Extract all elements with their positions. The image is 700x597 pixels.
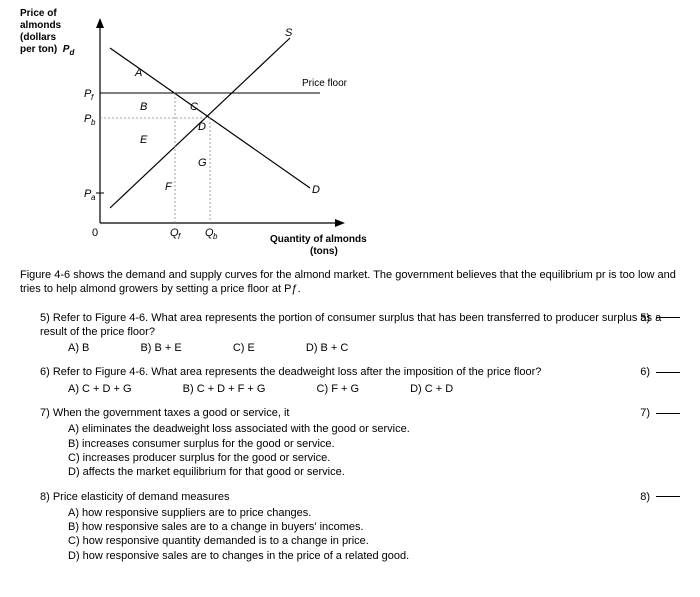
q5-options: A) B B) B + E C) E D) B + C <box>68 341 680 355</box>
q7-options: A) eliminates the deadweight loss associ… <box>68 422 680 479</box>
question-6: 6) 6) Refer to Figure 4-6. What area rep… <box>40 365 680 396</box>
q8-opt-b[interactable]: B) how responsive sales are to a change … <box>68 520 680 534</box>
svg-text:D: D <box>198 121 206 133</box>
q6-right-num: 6) <box>640 365 680 379</box>
svg-text:A: A <box>134 67 142 79</box>
svg-text:f: f <box>178 232 181 241</box>
q8-opt-d[interactable]: D) how responsive sales are to changes i… <box>68 549 680 563</box>
q7-opt-b[interactable]: B) increases consumer surplus for the go… <box>68 437 680 451</box>
q6-opt-b[interactable]: B) C + D + F + G <box>183 382 266 396</box>
supply-demand-chart: S D Price floor A B C D E F G Pf Pb Pa 0… <box>80 18 370 248</box>
svg-text:C: C <box>190 101 198 113</box>
q8-opt-c[interactable]: C) how responsive quantity demanded is t… <box>68 534 680 548</box>
q8-right-num: 8) <box>640 490 680 504</box>
svg-text:b: b <box>213 232 218 241</box>
q7-opt-a[interactable]: A) eliminates the deadweight loss associ… <box>68 422 680 436</box>
y-axis-text: Price ofalmonds(dollarsper ton) <box>20 8 61 55</box>
q6-opt-d[interactable]: D) C + D <box>410 382 453 396</box>
curve-s-label: S <box>285 27 293 39</box>
q5-opt-a[interactable]: A) B <box>68 341 89 355</box>
q6-opt-a[interactable]: A) C + D + G <box>68 382 132 396</box>
q5-opt-b[interactable]: B) B + E <box>140 341 181 355</box>
q8-options: A) how responsive suppliers are to price… <box>68 506 680 563</box>
q8-opt-a[interactable]: A) how responsive suppliers are to price… <box>68 506 680 520</box>
svg-text:f: f <box>91 93 94 102</box>
q6-opt-c[interactable]: C) F + G <box>317 382 359 396</box>
figure-4-6: Price ofalmonds(dollarsper ton) Pd S D P… <box>20 8 380 258</box>
question-5: 5) 5) Refer to Figure 4-6. What area rep… <box>40 311 680 356</box>
svg-text:B: B <box>140 101 147 113</box>
question-7: 7) 7) When the government taxes a good o… <box>40 406 680 479</box>
svg-text:E: E <box>140 134 148 146</box>
price-floor-label: Price floor <box>302 78 348 89</box>
question-8: 8) 8) Price elasticity of demand measure… <box>40 490 680 563</box>
y-axis-label: Price ofalmonds(dollarsper ton) Pd <box>20 8 74 58</box>
q7-opt-d[interactable]: D) affects the market equilibrium for th… <box>68 465 680 479</box>
svg-text:F: F <box>165 181 173 193</box>
svg-text:G: G <box>198 157 207 169</box>
figure-caption: Figure 4-6 shows the demand and supply c… <box>20 268 680 297</box>
q5-opt-c[interactable]: C) E <box>233 341 255 355</box>
svg-text:b: b <box>91 118 96 127</box>
q7-right-num: 7) <box>640 406 680 420</box>
x-axis-label: Quantity of almonds (tons) <box>270 234 367 258</box>
q5-opt-d[interactable]: D) B + C <box>306 341 348 355</box>
svg-text:0: 0 <box>92 227 98 239</box>
svg-text:a: a <box>91 193 96 202</box>
q7-opt-c[interactable]: C) increases producer surplus for the go… <box>68 451 680 465</box>
q6-options: A) C + D + G B) C + D + F + G C) F + G D… <box>68 382 680 396</box>
curve-d-label: D <box>312 184 320 196</box>
q5-right-num: 5) <box>640 311 680 325</box>
